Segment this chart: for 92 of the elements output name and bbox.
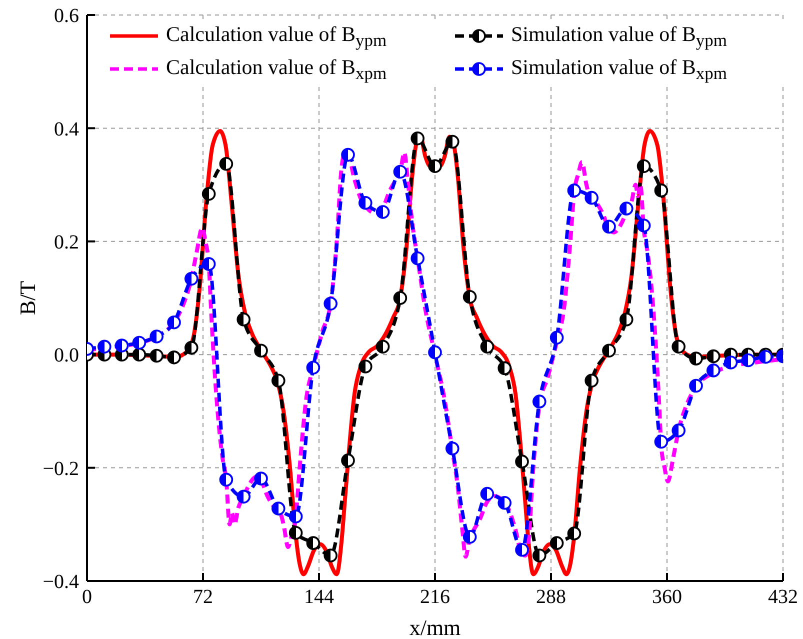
point (462, 530, 477, 544)
point (602, 344, 616, 358)
point (602, 220, 616, 234)
point (341, 148, 355, 162)
point (480, 486, 494, 501)
point (636, 218, 651, 232)
point (272, 374, 286, 388)
x-tick-label: 288 (536, 586, 566, 608)
point (393, 164, 408, 179)
point (620, 202, 634, 216)
legend-label: Calculation value of B$_{ypm}$ (166, 22, 387, 50)
x-tick-label: 432 (768, 586, 798, 608)
point (462, 290, 477, 304)
point (254, 472, 268, 486)
point (428, 345, 442, 360)
point (167, 350, 181, 364)
point (150, 330, 164, 344)
legend-label: Calculation value of B$_{xpm}$ (166, 55, 387, 84)
point (288, 526, 303, 540)
point (236, 312, 250, 326)
point (498, 496, 512, 510)
point (132, 348, 146, 362)
point (393, 291, 408, 305)
point (358, 196, 372, 210)
point (376, 340, 390, 354)
legend-label: Simulation value of B$_{ypm}$ (511, 22, 728, 50)
point (654, 434, 668, 449)
point (584, 190, 598, 205)
point (236, 490, 250, 504)
point (150, 348, 164, 363)
point (724, 356, 738, 370)
point (498, 361, 512, 376)
point (567, 184, 582, 198)
point (428, 159, 442, 174)
point (532, 394, 546, 408)
legend-label: Simulation value of B$_{xpm}$ (511, 55, 728, 84)
point (758, 350, 772, 364)
point (184, 340, 198, 355)
x-tick-label: 216 (420, 586, 450, 608)
point (532, 548, 546, 562)
point (114, 338, 129, 352)
x-tick-label: 360 (652, 586, 682, 608)
y-tick-label: 0.4 (54, 118, 79, 140)
point (324, 548, 338, 562)
point (689, 352, 703, 366)
point (654, 184, 668, 198)
point (550, 330, 564, 345)
point (584, 374, 598, 388)
point (706, 364, 720, 378)
point (254, 344, 268, 358)
point (410, 131, 424, 146)
point (324, 296, 338, 311)
point (288, 510, 303, 524)
x-tick-label: 144 (304, 586, 334, 608)
point (410, 251, 424, 266)
point (550, 536, 564, 550)
point (219, 472, 234, 487)
point (306, 536, 320, 550)
point (272, 502, 286, 516)
point (202, 257, 216, 271)
point (689, 378, 703, 393)
point (358, 360, 372, 374)
point (446, 442, 460, 456)
y-axis-title: B/T (14, 280, 40, 316)
point (620, 312, 634, 326)
x-tick-label: 72 (193, 586, 213, 608)
y-tick-label: 0.0 (54, 344, 79, 367)
point (672, 424, 686, 438)
point (515, 542, 529, 557)
x-tick-label: 0 (82, 586, 92, 608)
point (567, 526, 582, 540)
point (706, 349, 720, 364)
y-tick-label: −0.4 (42, 571, 79, 594)
point (446, 134, 460, 149)
y-tick-label: 0.2 (54, 232, 79, 254)
point (636, 159, 651, 174)
point (219, 156, 234, 171)
point (167, 315, 181, 330)
point (341, 454, 355, 468)
point (184, 272, 198, 286)
point (480, 340, 494, 354)
point (132, 336, 146, 350)
point (202, 186, 216, 201)
point (741, 353, 756, 368)
y-tick-label: −0.2 (42, 458, 79, 480)
point (515, 454, 529, 468)
y-tick-label: 0.6 (54, 5, 79, 28)
point (376, 205, 390, 219)
point (306, 360, 320, 375)
x-axis-title: x/mm (409, 615, 461, 639)
point (98, 340, 112, 354)
point (672, 340, 686, 354)
